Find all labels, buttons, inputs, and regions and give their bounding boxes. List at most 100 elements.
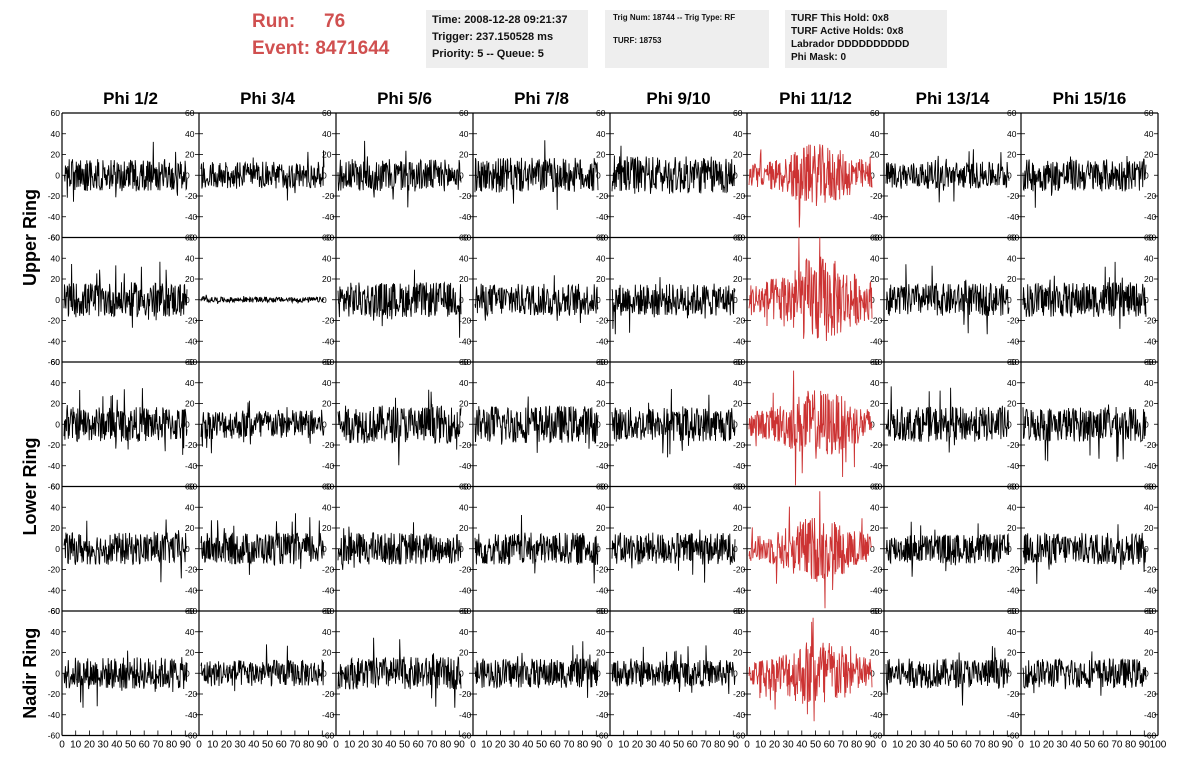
- y-tick-label: -40: [1007, 212, 1020, 222]
- x-tick-label: 50: [1084, 740, 1096, 751]
- y-tick-label: -40: [1007, 710, 1020, 720]
- y-tick-label: -40: [322, 212, 335, 222]
- x-tick-label: 90: [728, 740, 740, 751]
- y-tick-label: -20: [48, 316, 61, 326]
- x-tick-label: 40: [522, 740, 534, 751]
- x-tick-label: 50: [399, 740, 411, 751]
- y-tick-label: 20: [870, 648, 880, 658]
- y-tick-label: 0: [870, 544, 875, 554]
- y-tick-label: 40: [1144, 502, 1154, 512]
- y-tick-label: 0: [870, 668, 875, 678]
- x-tick-label: 60: [1098, 740, 1110, 751]
- trigger-text: Trigger: 237.150528 ms: [432, 31, 554, 43]
- y-tick-label: 60: [1007, 606, 1017, 616]
- y-tick-label: 0: [596, 544, 601, 554]
- waveform-trace: [885, 264, 1010, 335]
- y-tick-label: 40: [870, 253, 880, 263]
- y-tick-label: -20: [870, 689, 883, 699]
- y-tick-label: -40: [322, 585, 335, 595]
- y-tick-label: -40: [1144, 710, 1157, 720]
- x-tick-label: 80: [714, 740, 726, 751]
- y-tick-label: -40: [596, 461, 609, 471]
- y-tick-label: 60: [733, 482, 743, 492]
- x-tick-label: 60: [550, 740, 562, 751]
- y-tick-label: -40: [1144, 336, 1157, 346]
- waveform-trace: [200, 400, 325, 454]
- x-tick-label: 0: [744, 740, 750, 751]
- waveform-trace: [748, 370, 873, 486]
- y-tick-label: 0: [1144, 295, 1149, 305]
- waveform-trace: [885, 386, 1010, 453]
- x-tick-label: 80: [1125, 740, 1137, 751]
- y-tick-label: -20: [733, 689, 746, 699]
- y-tick-label: 0: [459, 170, 464, 180]
- y-tick-label: -40: [1007, 585, 1020, 595]
- y-tick-label: 60: [1144, 606, 1154, 616]
- y-tick-label: -20: [596, 191, 609, 201]
- x-tick-label: 60: [276, 740, 288, 751]
- y-tick-label: 0: [322, 668, 327, 678]
- waveform-trace: [63, 519, 188, 583]
- column-title: Phi 3/4: [240, 89, 295, 108]
- y-tick-label: -60: [322, 731, 335, 741]
- y-tick-label: 40: [322, 627, 332, 637]
- y-tick-label: 0: [1007, 170, 1012, 180]
- y-tick-label: -40: [870, 461, 883, 471]
- waveform-trace: [200, 294, 325, 305]
- y-tick-label: -20: [48, 689, 61, 699]
- y-tick-label: -40: [185, 710, 198, 720]
- x-tick-label: 90: [865, 740, 877, 751]
- y-tick-label: 60: [459, 357, 469, 367]
- y-tick-label: 0: [870, 170, 875, 180]
- y-tick-label: 40: [733, 129, 743, 139]
- y-tick-label: 60: [1144, 233, 1154, 243]
- y-tick-label: 60: [733, 108, 743, 118]
- x-tick-label: 50: [125, 740, 137, 751]
- y-tick-label: -20: [1144, 565, 1157, 575]
- y-tick-label: 0: [459, 668, 464, 678]
- y-tick-label: 40: [870, 502, 880, 512]
- y-tick-label: -20: [185, 689, 198, 699]
- y-tick-label: 40: [870, 627, 880, 637]
- y-tick-label: -40: [459, 710, 472, 720]
- y-tick-label: -40: [48, 336, 61, 346]
- x-tick-label: 10: [481, 740, 493, 751]
- y-tick-label: 40: [51, 253, 61, 263]
- y-tick-label: 40: [870, 378, 880, 388]
- y-tick-label: -20: [596, 316, 609, 326]
- y-tick-label: -40: [48, 461, 61, 471]
- column-title: Phi 13/14: [916, 89, 990, 108]
- y-tick-label: 20: [1144, 399, 1154, 409]
- y-tick-label: 60: [322, 357, 332, 367]
- y-tick-label: 0: [1007, 544, 1012, 554]
- x-tick-label: 60: [961, 740, 973, 751]
- y-tick-label: 20: [1144, 523, 1154, 533]
- y-tick-label: 60: [185, 357, 195, 367]
- y-tick-label: 20: [459, 150, 469, 160]
- y-tick-label: -20: [870, 440, 883, 450]
- y-tick-label: 20: [733, 648, 743, 658]
- y-tick-label: 0: [596, 419, 601, 429]
- y-tick-label: 20: [51, 648, 61, 658]
- y-tick-label: 0: [870, 419, 875, 429]
- y-tick-label: -20: [48, 565, 61, 575]
- y-tick-label: -40: [48, 212, 61, 222]
- y-tick-label: -20: [459, 565, 472, 575]
- x-tick-label: 10: [755, 740, 767, 751]
- y-tick-label: 20: [1007, 274, 1017, 284]
- x-tick-label: 50: [536, 740, 548, 751]
- y-tick-label: 0: [55, 295, 60, 305]
- y-tick-label: 20: [322, 274, 332, 284]
- y-tick-label: -20: [459, 689, 472, 699]
- y-tick-label: 40: [185, 378, 195, 388]
- x-tick-label: 20: [495, 740, 507, 751]
- y-tick-label: 40: [459, 129, 469, 139]
- y-tick-label: -20: [596, 440, 609, 450]
- time-text: Time: 2008-12-28 09:21:37: [432, 14, 568, 26]
- waveform-trace: [337, 522, 462, 570]
- y-tick-label: 0: [185, 544, 190, 554]
- y-tick-label: 40: [1144, 378, 1154, 388]
- waveform-trace: [474, 275, 599, 324]
- column-title: Phi 1/2: [103, 89, 158, 108]
- y-tick-label: 40: [185, 129, 195, 139]
